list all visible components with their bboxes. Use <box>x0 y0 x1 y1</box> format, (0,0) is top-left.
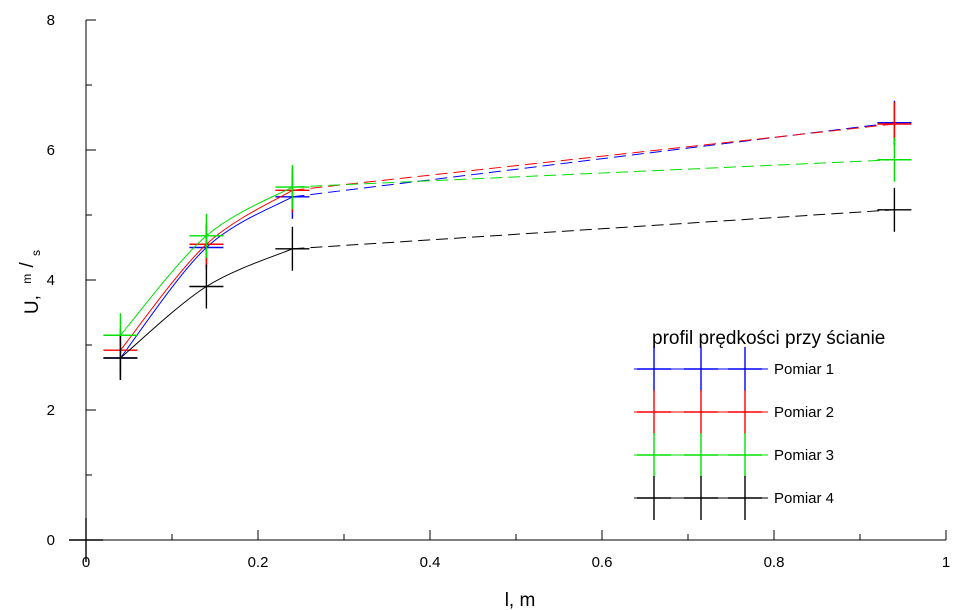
legend-swatch-marker <box>728 347 762 391</box>
y-tick-label: 0 <box>47 532 55 549</box>
x-tick-label: 0.8 <box>764 554 785 571</box>
legend-swatch-marker <box>637 347 671 391</box>
legend-swatch-marker <box>684 347 718 391</box>
y-axis-label-unit-separator: / <box>17 262 38 268</box>
legend-label: Pomiar 4 <box>774 490 834 507</box>
x-tick-label: 0.2 <box>248 554 269 571</box>
legend-swatch-marker <box>728 433 762 477</box>
x-tick-label: 0.4 <box>420 554 441 571</box>
y-axis-label: U, m / s <box>15 250 43 314</box>
data-point <box>103 336 138 380</box>
origin-marker <box>69 518 103 562</box>
legend-swatch-marker <box>728 390 762 434</box>
x-tick-label: 1 <box>942 554 950 571</box>
y-axis-label-main: U, <box>22 295 43 314</box>
legend-item-pomiar-2: Pomiar 2 <box>634 390 834 434</box>
series-layer <box>69 100 912 562</box>
y-axis: 0 2 4 6 8 <box>47 12 96 549</box>
x-axis: 0 0.2 0.4 0.6 0.8 1 <box>82 530 950 571</box>
x-tick-label: 0 <box>82 554 90 571</box>
data-point <box>275 226 310 271</box>
data-point <box>189 213 224 258</box>
legend-label: Pomiar 2 <box>774 404 834 421</box>
legend-item-pomiar-1: Pomiar 1 <box>634 347 834 391</box>
y-axis-label-unit-numerator: m <box>20 274 34 284</box>
y-tick-label: 6 <box>47 142 55 159</box>
legend: profil prędkości przy ścianie Pomiar 1 Pom… <box>634 328 885 520</box>
y-axis-label-text: U, m / s <box>15 250 43 314</box>
data-point <box>877 137 912 182</box>
y-tick-label: 8 <box>47 12 55 29</box>
data-point <box>189 264 224 309</box>
legend-title: profil prędkości przy ścianie <box>652 328 885 349</box>
series-line-dashed <box>292 159 895 188</box>
legend-swatch-marker <box>637 476 671 520</box>
series-line-dashed <box>292 123 895 191</box>
y-tick-label: 2 <box>47 402 55 419</box>
legend-label: Pomiar 3 <box>774 447 834 464</box>
data-point <box>275 165 310 210</box>
legend-item-pomiar-4: Pomiar 4 <box>634 476 834 520</box>
series-line-dashed <box>292 209 895 250</box>
legend-swatch-marker <box>684 476 718 520</box>
series-pomiar-4 <box>103 187 912 380</box>
x-tick-label: 0.6 <box>592 554 613 571</box>
legend-item-pomiar-3: Pomiar 3 <box>634 433 834 477</box>
x-axis-label: l, m <box>505 590 536 610</box>
y-tick-label: 4 <box>47 272 55 289</box>
legend-swatch-marker <box>684 390 718 434</box>
y-axis-label-unit-denominator: s <box>29 250 43 256</box>
legend-swatch-marker <box>728 476 762 520</box>
legend-swatch-marker <box>637 433 671 477</box>
data-point <box>877 187 912 232</box>
legend-swatch-marker <box>637 390 671 434</box>
legend-swatch-marker <box>684 433 718 477</box>
legend-label: Pomiar 1 <box>774 361 834 378</box>
